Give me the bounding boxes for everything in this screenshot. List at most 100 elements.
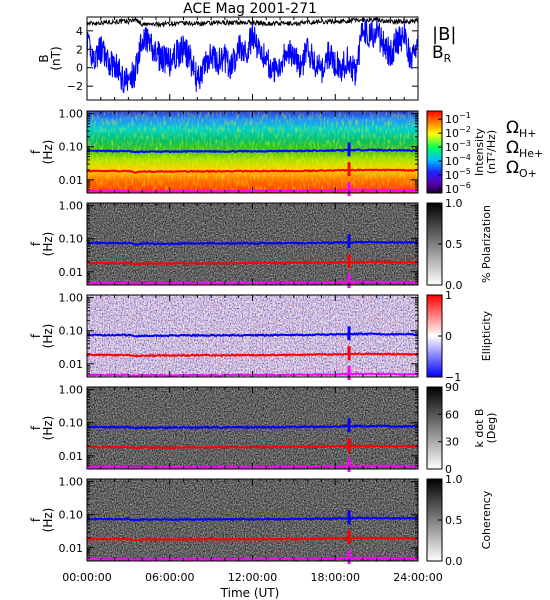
freq-y-label: f(Hz) (29, 416, 55, 441)
colorbar-tick-label-base: 30 (445, 436, 459, 449)
freq-y-label-top: f (29, 149, 43, 154)
x-tick-label: 24:00:00 (393, 571, 442, 584)
colorbar-tick-label-base: 60 (445, 408, 459, 421)
colorbar-tick-label: 60 (445, 408, 459, 421)
colorbar-label: k dot B (473, 409, 486, 448)
legend-bradial: BR (432, 43, 452, 65)
colorbar-tick-label: 1.0 (445, 197, 463, 210)
mag-y-tick-label: 4 (76, 25, 83, 38)
colorbar-tick-label: 0.5 (445, 514, 463, 527)
gyro-line-hplus (86, 240, 419, 246)
colorbar-label-group: k dot B (Deg) (473, 409, 498, 448)
spectral-panel: 1.00 0.10 0.01 f(Hz) 1 0 −1 Ellipticity (29, 289, 493, 384)
colorbar-label: Ellipticity (480, 310, 493, 361)
x-tick-label: 12:00:00 (228, 571, 277, 584)
colorbar-label-group: Coherency (480, 490, 493, 549)
mag-y-tick-label: 0 (76, 62, 83, 75)
colorbar-label: % Polarization (480, 205, 493, 283)
gyro-legend-2-sub: O+ (519, 167, 537, 180)
spectral-panel: 1.000.100.01f(Hz)10−110−210−310−410−510−… (29, 108, 498, 197)
colorbar-tick-label-base: 10 (445, 113, 459, 126)
colorbar-tick-label-sub: −1 (459, 111, 471, 120)
colorbar-tick-label-sub: −4 (459, 153, 471, 162)
freq-tick-label: 1.00 (59, 200, 84, 213)
colorbar-tick-label-sub: −2 (459, 125, 471, 134)
colorbar-tick-label-sub: −3 (459, 139, 471, 148)
colorbar-tick-label-base: 0.5 (445, 514, 463, 527)
colorbar-tick-label: 10−2 (445, 125, 471, 140)
colorbar-label-group: Ellipticity (480, 310, 493, 361)
colorbar-label: Intensity (473, 128, 486, 176)
gyro-legend-2: ΩO+ (506, 158, 537, 180)
gyro-line-heplus (86, 444, 419, 450)
magnetic-field-panel: 420−2B(nT)|B|BR (37, 16, 456, 101)
colorbar-tick-label: −1 (445, 371, 461, 384)
colorbar-tick-label-base: 90 (445, 381, 459, 394)
legend-btotal-base: |B| (432, 24, 456, 45)
gyro-line-heplus (86, 260, 419, 266)
freq-tick-label: 1.00 (59, 108, 84, 121)
colorbar-units: (Deg) (485, 413, 498, 444)
spectral-panels: 1.000.100.01f(Hz)10−110−210−310−410−510−… (29, 108, 543, 568)
freq-tick-label: 0.10 (59, 509, 84, 522)
freq-y-label-top: f (29, 425, 43, 430)
gyro-line-hplus (86, 148, 419, 154)
colorbar-label-group: Intensity (nT²/Hz) (473, 128, 498, 176)
legend-btotal: |B| (432, 24, 456, 45)
gyro-legend-1-base: Ω (506, 138, 519, 158)
colorbar-tick-label: 0.5 (445, 238, 463, 251)
colorbar-tick-label-base: −1 (445, 371, 461, 384)
time-axis: 00:00:00 06:00:00 12:00:00 18:00:00 24:00:00 (62, 571, 442, 584)
colorbar-tick-label: 90 (445, 381, 459, 394)
gyro-line-heplus (86, 168, 418, 174)
colorbar-tick-label-base: 0 (445, 463, 452, 476)
gyro-line-hplus (86, 516, 419, 522)
freq-tick-label: 1.00 (59, 292, 84, 305)
gyro-legend-0-base: Ω (506, 118, 519, 138)
freq-y-label-top: f (29, 333, 43, 338)
gyro-legend-0: ΩH+ (506, 118, 537, 140)
colorbar-tick-label: 0 (445, 330, 452, 343)
colorbar-tick-label-base: 0.0 (445, 555, 463, 568)
gyro-line-heplus (86, 352, 419, 358)
gyro-legend-1-sub: He+ (519, 147, 543, 160)
bradial-line (86, 19, 419, 94)
mag-y-tick-label: 2 (76, 43, 83, 56)
colorbar-tick-label-base: 10 (445, 141, 459, 154)
mag-y-label-bottom: (nT) (49, 46, 63, 70)
freq-tick-label: 0.10 (59, 325, 84, 338)
freq-y-label-bottom: (Hz) (41, 140, 55, 165)
colorbar-tick-label-base: 0.0 (445, 279, 463, 292)
gyro-line-heplus (86, 536, 419, 542)
freq-tick-label: 0.01 (59, 450, 84, 463)
legend-bradial-sub: R (444, 52, 452, 65)
freq-tick-label: 0.01 (59, 174, 84, 187)
gyro-line-hplus (86, 332, 419, 338)
freq-y-label-bottom: (Hz) (41, 324, 55, 349)
colorbar-tick-label: 0 (445, 463, 452, 476)
colorbar-tick-label: 0.0 (445, 279, 463, 292)
x-tick-label: 00:00:00 (62, 571, 111, 584)
freq-y-label-bottom: (Hz) (41, 508, 55, 533)
freq-tick-label: 0.01 (59, 266, 84, 279)
colorbar-tick-label-sub: −6 (459, 181, 471, 190)
x-tick-label: 18:00:00 (311, 571, 360, 584)
colorbar-tick-label: 10−6 (445, 181, 471, 196)
freq-tick-label: 0.01 (59, 542, 84, 555)
figure-title: ACE Mag 2001-271 (183, 1, 317, 17)
freq-tick-label: 1.00 (59, 476, 84, 489)
spectral-panel: 1.00 0.10 0.01 f(Hz) 1.0 0.5 0.0 % Polarization (29, 197, 493, 292)
gyro-legend-0-sub: H+ (519, 127, 537, 140)
freq-y-label: f(Hz) (29, 324, 55, 349)
colorbar (426, 110, 443, 194)
freq-y-label-bottom: (Hz) (41, 232, 55, 257)
spectral-panel: 1.00 0.10 0.01 f(Hz) 1.0 0.5 0.0 Coherency (29, 473, 493, 568)
spectral-panel: 1.00 0.10 0.01 f(Hz) 90 60 30 0 k dot B (Deg) (29, 381, 498, 476)
colorbar-tick-label-base: 10 (445, 127, 459, 140)
colorbar-tick-label-base: 10 (445, 183, 459, 196)
freq-tick-label: 1.00 (59, 384, 84, 397)
freq-tick-label: 0.10 (59, 141, 84, 154)
colorbar-tick-label-base: 1.0 (445, 473, 463, 486)
mag-y-label-top: B (37, 54, 51, 62)
